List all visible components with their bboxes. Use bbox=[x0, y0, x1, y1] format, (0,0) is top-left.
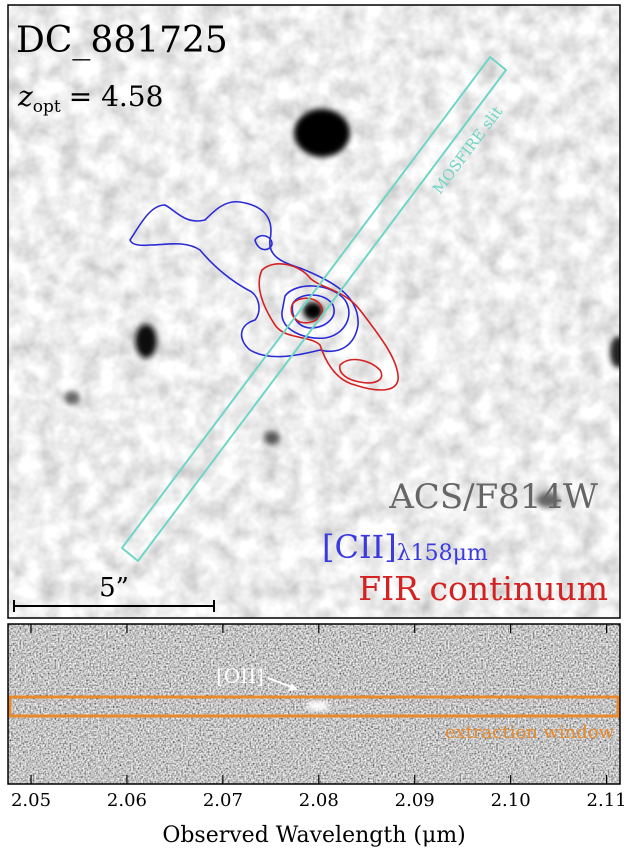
x-tick-label: 2.10 bbox=[491, 790, 531, 811]
redshift-symbol: z bbox=[17, 80, 33, 113]
legend-cii-name: [CII] bbox=[322, 528, 397, 566]
x-tick-label: 2.05 bbox=[11, 790, 51, 811]
x-tick-label: 2.08 bbox=[299, 790, 339, 811]
extraction-window bbox=[8, 695, 620, 718]
window-label: extraction window bbox=[445, 722, 615, 743]
spectrum-frame bbox=[7, 623, 621, 785]
image-frame bbox=[7, 4, 621, 619]
sources bbox=[64, 109, 620, 508]
x-tick-label: 2.09 bbox=[395, 790, 435, 811]
oii-arrowhead bbox=[288, 683, 298, 691]
x-tick-label: 2.07 bbox=[203, 790, 243, 811]
scale-bar-label: 5” bbox=[99, 573, 129, 603]
x-axis: 2.05 2.06 2.07 2.08 2.09 2.10 2.11 bbox=[11, 624, 624, 811]
oii-arrow bbox=[267, 677, 295, 689]
legend-acs: ACS/F814W bbox=[388, 477, 598, 517]
oii-emission bbox=[306, 701, 330, 711]
x-tick-label: 2.06 bbox=[107, 790, 147, 811]
legend-cii-subscript: λ158μm bbox=[397, 541, 488, 566]
redshift: zopt = 4.58 bbox=[17, 80, 163, 117]
spectrum-panel: [OII] extraction window bbox=[7, 623, 621, 785]
legend-fir: FIR continuum bbox=[358, 569, 608, 608]
fir-contours bbox=[258, 263, 399, 391]
redshift-subscript: opt bbox=[33, 97, 61, 117]
mosfire-slit bbox=[120, 55, 508, 563]
image-panel bbox=[8, 5, 620, 618]
x-tick-label: 2.11 bbox=[587, 790, 624, 811]
oii-label: [OII] bbox=[216, 664, 264, 688]
redshift-value: = 4.58 bbox=[69, 80, 164, 113]
x-axis-label: Observed Wavelength (μm) bbox=[162, 823, 465, 848]
legend-cii: [CII]λ158μm bbox=[322, 528, 488, 566]
object-name: DC_881725 bbox=[16, 20, 228, 61]
scale-bar: 5” bbox=[13, 573, 215, 612]
